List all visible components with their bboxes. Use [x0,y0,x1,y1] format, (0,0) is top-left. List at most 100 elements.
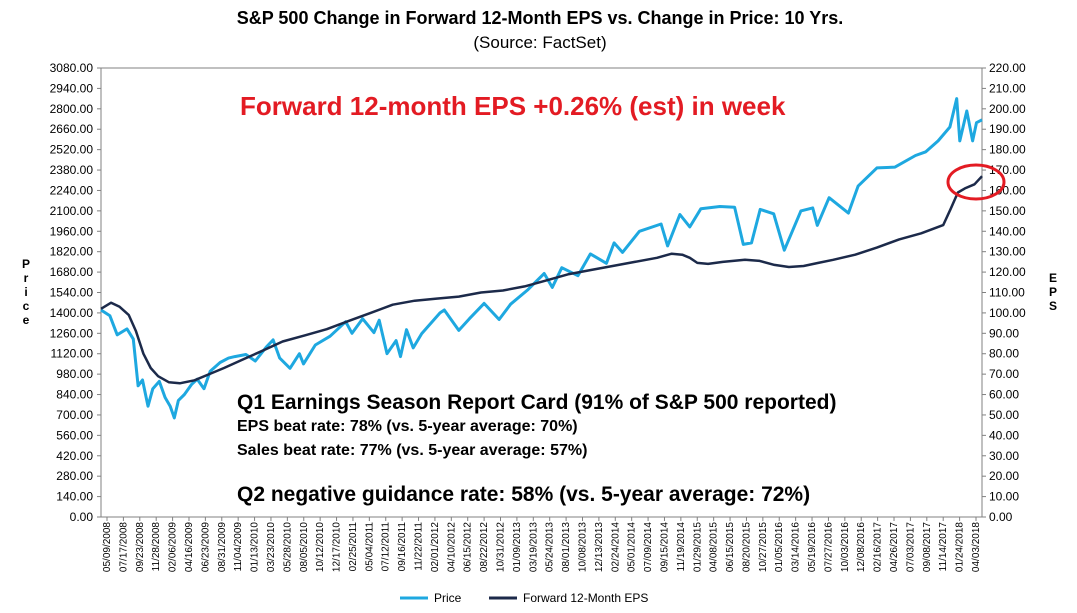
left-tick-label: 1120.00 [51,347,94,361]
x-tick-label: 07/03/2017 [905,522,916,572]
right-tick-label: 210.00 [989,81,1026,95]
right-tick-label: 50.00 [989,408,1019,422]
x-tick-label: 02/06/2009 [168,522,179,572]
x-tick-label: 11/22/2011 [414,522,425,571]
x-tick-label: 05/28/2010 [282,522,293,572]
left-axis-title-letter: r [24,271,29,285]
highlight-annotation: Forward 12-month EPS +0.26% (est) in wee… [240,91,786,121]
x-tick-label: 05/04/2011 [364,522,375,572]
left-axis-title: Price [22,257,30,327]
x-tick-label: 12/08/2016 [856,522,867,572]
left-tick-label: 1820.00 [50,245,94,259]
x-tick-label: 01/24/2018 [955,522,966,572]
x-tick-label: 08/20/2015 [741,522,752,572]
x-tick-label: 08/01/2013 [561,522,572,572]
left-tick-label: 3080.00 [50,61,94,75]
right-tick-label: 20.00 [989,469,1019,483]
left-tick-label: 280.00 [56,469,93,483]
right-axis-title-letter: E [1049,271,1057,285]
report-card-title: Q1 Earnings Season Report Card (91% of S… [237,391,836,414]
sales-beat-rate: Sales beat rate: 77% (vs. 5-year average… [237,442,587,459]
left-tick-label: 1960.00 [50,224,94,238]
x-tick-label: 01/05/2016 [774,522,785,572]
x-tick-label: 03/14/2016 [791,522,802,572]
x-tick-label: 10/27/2015 [758,522,769,572]
right-tick-label: 70.00 [989,367,1019,381]
x-axis-ticks: 05/09/2008 07/17/2008 09/23/2008 11/28/2008… [102,517,982,572]
left-tick-label: 1540.00 [50,286,94,300]
x-tick-label: 03/23/2010 [266,522,277,572]
left-axis-title-letter: P [22,257,30,271]
x-tick-label: 10/03/2016 [840,522,851,572]
legend-eps-label: Forward 12-Month EPS [523,591,648,605]
x-tick-label: 07/09/2014 [643,522,654,572]
left-tick-label: 2100.00 [50,204,94,218]
right-tick-label: 220.00 [989,61,1026,75]
right-tick-label: 90.00 [989,326,1019,340]
x-tick-label: 12/17/2010 [332,522,343,572]
left-tick-label: 980.00 [56,367,93,381]
right-axis-title-letter: P [1049,285,1057,299]
x-tick-label: 09/08/2017 [922,522,933,572]
right-tick-label: 60.00 [989,388,1019,402]
price-line [100,97,983,420]
x-tick-label: 11/19/2014 [676,522,687,572]
left-tick-label: 1680.00 [50,265,94,279]
right-tick-label: 200.00 [989,102,1026,116]
x-tick-label: 10/12/2010 [315,522,326,572]
left-tick-label: 2240.00 [50,183,94,197]
x-tick-label: 06/15/2012 [463,522,474,572]
right-tick-label: 0.00 [989,510,1013,524]
x-tick-label: 08/05/2010 [299,522,310,572]
left-tick-label: 700.00 [56,408,93,422]
x-tick-label: 04/08/2015 [709,522,720,572]
x-tick-label: 11/14/2017 [938,522,949,572]
right-tick-label: 140.00 [989,224,1026,238]
left-tick-label: 1260.00 [50,326,94,340]
guidance-rate: Q2 negative guidance rate: 58% (vs. 5-ye… [237,483,810,506]
x-tick-label: 03/19/2013 [528,522,539,572]
x-tick-label: 05/24/2013 [545,522,556,572]
right-tick-label: 150.00 [989,204,1026,218]
x-tick-label: 08/22/2012 [479,522,490,572]
forward-eps-line [100,175,983,385]
right-tick-label: 130.00 [989,245,1026,259]
right-axis-title: EPS [1049,271,1057,313]
x-tick-label: 06/23/2009 [200,522,211,572]
eps-beat-rate: EPS beat rate: 78% (vs. 5-year average: … [237,418,578,435]
left-tick-label: 2380.00 [50,163,94,177]
x-tick-label: 04/26/2017 [889,522,900,572]
series-layer [100,97,983,420]
x-tick-label: 07/12/2011 [381,522,392,572]
right-axis-title-letter: S [1049,299,1057,313]
right-tick-label: 100.00 [989,306,1026,320]
left-axis-ticks: 0.00 140.00 280.00 420.00 560.00 700.00 840.00… [50,61,101,524]
left-tick-label: 2520.00 [50,143,94,157]
x-tick-label: 05/09/2008 [102,522,113,572]
x-tick-label: 06/15/2015 [725,522,736,572]
x-tick-label: 08/31/2009 [217,522,228,572]
x-tick-label: 10/08/2013 [577,522,588,572]
x-tick-label: 12/13/2013 [594,522,605,572]
right-tick-label: 40.00 [989,428,1019,442]
right-tick-label: 120.00 [989,265,1026,279]
right-tick-label: 30.00 [989,449,1019,463]
x-tick-label: 02/01/2012 [430,522,441,572]
x-tick-label: 11/28/2008 [151,522,162,572]
left-axis-title-letter: i [24,285,27,299]
x-tick-label: 04/10/2012 [446,522,457,572]
left-tick-label: 840.00 [56,388,93,402]
chart-subtitle: (Source: FactSet) [473,33,606,52]
right-tick-label: 180.00 [989,143,1026,157]
left-axis-title-letter: e [23,313,30,327]
x-tick-label: 02/16/2017 [873,522,884,572]
x-tick-label: 07/27/2016 [823,522,834,572]
x-tick-label: 10/31/2012 [496,522,507,572]
x-tick-label: 09/15/2014 [659,522,670,572]
right-tick-label: 190.00 [989,122,1026,136]
x-tick-label: 09/16/2011 [397,522,408,572]
left-tick-label: 0.00 [70,510,94,524]
legend-price-label: Price [434,591,462,605]
x-tick-label: 09/23/2008 [135,522,146,572]
chart-title: S&P 500 Change in Forward 12-Month EPS v… [237,8,844,28]
